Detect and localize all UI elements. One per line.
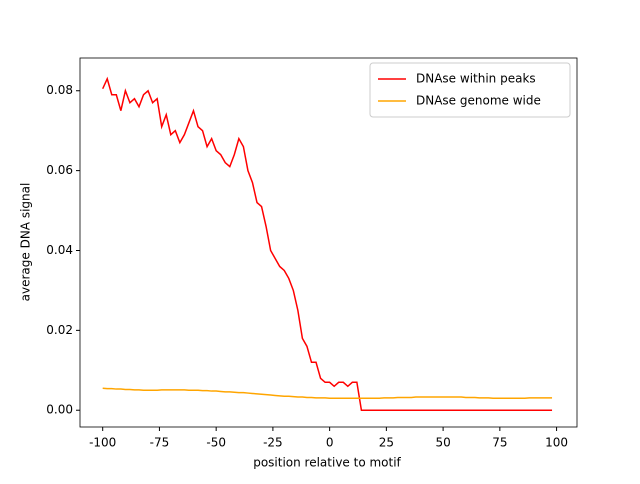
x-tick-label: 50 [435, 436, 450, 450]
y-axis-label: average DNA signal [19, 183, 33, 302]
x-tick-label: 75 [492, 436, 507, 450]
plot-frame [79, 57, 578, 428]
line-series [102, 387, 553, 399]
x-axis-label: position relative to motif [253, 456, 401, 470]
x-tick-label: 0 [326, 436, 334, 450]
y-tick-label: 0.08 [46, 83, 73, 97]
x-tick-label: -50 [206, 436, 226, 450]
legend-box [369, 62, 571, 118]
x-tick-label: 100 [545, 436, 568, 450]
x-tick-label: -100 [89, 436, 116, 450]
y-tick-label: 0.04 [46, 243, 73, 257]
y-tick-label: 0.02 [46, 323, 73, 337]
line-series [102, 76, 553, 411]
legend-label: DNAse within peaks [416, 72, 536, 86]
x-tick-label: -75 [150, 436, 170, 450]
x-tick-label: 25 [379, 436, 394, 450]
y-tick-label: 0.06 [46, 163, 73, 177]
x-tick-label: -25 [263, 436, 283, 450]
legend-label: DNAse genome wide [416, 94, 541, 108]
y-tick-label: 0.00 [46, 403, 73, 417]
